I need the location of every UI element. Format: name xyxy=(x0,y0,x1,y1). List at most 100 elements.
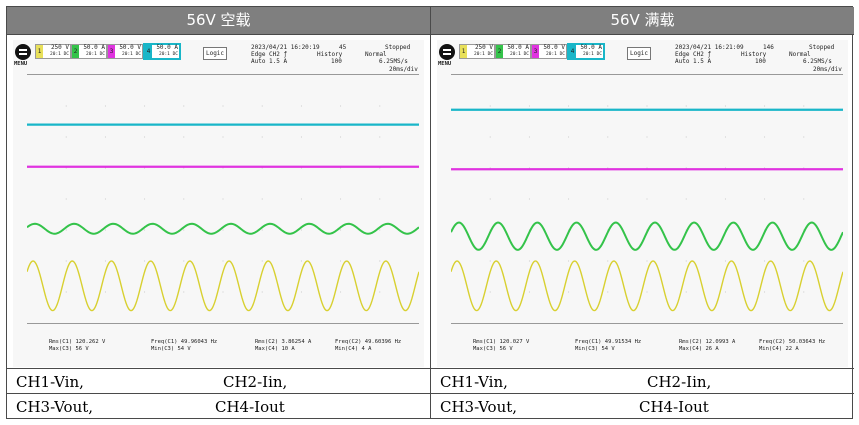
legend-row-2: CH3-Vout, CH4-Iout xyxy=(431,393,854,418)
oscilloscope-screenshot: MENU 1 250 V 20:1 DC 2 50.0 A 20:1 DC 3 … xyxy=(437,40,848,367)
channel-4-scale: 50.0 A xyxy=(580,44,602,51)
measurement-max-c3: Max(C3) 56 V xyxy=(49,346,89,352)
panel-full-load: 56V 满载 MENU 1 250 V 20:1 DC 2 50.0 A 20:… xyxy=(431,7,854,418)
channel-3-box[interactable]: 3 50.0 V 20:1 DC xyxy=(531,44,567,59)
waveform-canvas xyxy=(451,105,843,312)
measurement-min-c3: Min(C3) 54 V xyxy=(575,346,615,352)
channel-1-coupling: 20:1 DC xyxy=(474,52,493,57)
channel-4-box[interactable]: 4 50.0 A 20:1 DC xyxy=(143,43,181,60)
measurement-max-c3: Max(C3) 56 V xyxy=(473,346,513,352)
run-status: Stopped xyxy=(809,44,835,51)
channel-1-box[interactable]: 1 250 V 20:1 DC xyxy=(459,44,495,59)
waveform-display xyxy=(27,74,419,324)
sample-rate: 6.25MS/s xyxy=(379,58,408,65)
legend-ch1: CH1-Vin, xyxy=(16,373,84,391)
channel-3-coupling: 20:1 DC xyxy=(122,52,141,57)
panel-title: 56V 满载 xyxy=(431,7,854,35)
history-label[interactable]: History xyxy=(317,51,343,58)
legend-ch2: CH2-Iin, xyxy=(223,373,288,391)
measurement-rms-c1: Rms(C1) 120.262 V xyxy=(49,339,106,345)
acquisition-mode: Normal xyxy=(365,51,387,58)
legend-row-1: CH1-Vin, CH2-Iin, xyxy=(7,368,430,393)
sample-rate: 6.25MS/s xyxy=(803,58,832,65)
legend-row-1: CH1-Vin, CH2-Iin, xyxy=(431,368,854,393)
legend-ch3: CH3-Vout, xyxy=(440,398,518,416)
trigger-level: Auto 1.5 A xyxy=(251,58,288,65)
time-per-division: 20ms/div xyxy=(389,66,418,73)
measurement-rms-c1: Rms(C1) 120.027 V xyxy=(473,339,530,345)
channel-1-number: 1 xyxy=(460,45,467,58)
channel-1-number: 1 xyxy=(36,45,43,58)
acquisition-mode: Normal xyxy=(789,51,811,58)
trigger-level: Auto 1.5 A xyxy=(675,58,712,65)
measurement-freq-c1: Freq(C1) 49.96043 Hz xyxy=(151,339,218,345)
logic-button[interactable]: Logic xyxy=(627,47,651,60)
legend-ch4: CH4-Iout xyxy=(639,398,709,416)
panel-title: 56V 空载 xyxy=(7,7,430,35)
time-per-division: 20ms/div xyxy=(813,66,842,73)
legend-ch2: CH2-Iin, xyxy=(647,373,712,391)
measurement-max-c4: Max(C4) 26 A xyxy=(679,346,719,352)
channel-3-number: 3 xyxy=(108,45,115,58)
run-status: Stopped xyxy=(385,44,411,51)
channel-1-box[interactable]: 1 250 V 20:1 DC xyxy=(35,44,71,59)
menu-label: MENU xyxy=(438,61,452,67)
channel-4-number: 4 xyxy=(145,45,152,58)
channel-2-box[interactable]: 2 50.0 A 20:1 DC xyxy=(71,44,107,59)
channel-3-number: 3 xyxy=(532,45,539,58)
legend-row-2: CH3-Vout, CH4-Iout xyxy=(7,393,430,418)
channel-2-box[interactable]: 2 50.0 A 20:1 DC xyxy=(495,44,531,59)
legend-ch4: CH4-Iout xyxy=(215,398,285,416)
menu-label: MENU xyxy=(14,61,28,67)
panel-no-load: 56V 空载 MENU 1 250 V 20:1 DC 2 50.0 A 20:… xyxy=(7,7,431,418)
channel-2-number: 2 xyxy=(72,45,79,58)
logic-button[interactable]: Logic xyxy=(203,47,227,60)
trigger-setting: Edge CH2 ƒ xyxy=(675,51,712,58)
history-value: 100 xyxy=(755,58,766,65)
measurement-max-c4: Max(C4) 10 A xyxy=(255,346,295,352)
channel-3-box[interactable]: 3 50.0 V 20:1 DC xyxy=(107,44,143,59)
channel-4-coupling: 20:1 DC xyxy=(583,52,602,57)
measurement-freq-c2: Freq(C2) 50.03643 Hz xyxy=(759,339,826,345)
channel-1-scale: 250 V xyxy=(50,44,69,51)
channel-3-scale: 50.0 V xyxy=(543,44,565,51)
channel-2-coupling: 20:1 DC xyxy=(510,52,529,57)
measurement-min-c4: Min(C4) 4 A xyxy=(335,346,372,352)
channel-1-scale: 250 V xyxy=(474,44,493,51)
trace-ch2 xyxy=(27,222,419,235)
legend-ch1: CH1-Vin, xyxy=(440,373,508,391)
channel-1-coupling: 20:1 DC xyxy=(50,52,69,57)
channel-4-box[interactable]: 4 50.0 A 20:1 DC xyxy=(567,43,605,60)
acquisition-count: 45 xyxy=(339,44,347,51)
trace-ch1 xyxy=(27,260,419,312)
measurement-freq-c2: Freq(C2) 49.60396 Hz xyxy=(335,339,402,345)
channel-3-scale: 50.0 V xyxy=(119,44,141,51)
menu-icon[interactable] xyxy=(439,44,455,60)
channel-4-coupling: 20:1 DC xyxy=(159,52,178,57)
oscilloscope-screenshot: MENU 1 250 V 20:1 DC 2 50.0 A 20:1 DC 3 … xyxy=(13,40,424,367)
timestamp: 2023/04/21 16:21:09 xyxy=(675,44,744,51)
menu-icon[interactable] xyxy=(15,44,31,60)
comparison-table: 56V 空载 MENU 1 250 V 20:1 DC 2 50.0 A 20:… xyxy=(6,6,854,419)
measurement-rms-c2: Rms(C2) 3.86254 A xyxy=(255,339,312,345)
channel-2-coupling: 20:1 DC xyxy=(86,52,105,57)
trigger-setting: Edge CH2 ƒ xyxy=(251,51,288,58)
channel-2-scale: 50.0 A xyxy=(507,44,529,51)
channel-4-scale: 50.0 A xyxy=(156,44,178,51)
channel-4-number: 4 xyxy=(569,45,576,58)
measurement-min-c4: Min(C4) 22 A xyxy=(759,346,799,352)
waveform-canvas xyxy=(27,105,419,312)
channel-2-scale: 50.0 A xyxy=(83,44,105,51)
trace-ch1 xyxy=(451,260,843,312)
channel-3-coupling: 20:1 DC xyxy=(546,52,565,57)
channel-2-number: 2 xyxy=(496,45,503,58)
legend-ch3: CH3-Vout, xyxy=(16,398,94,416)
acquisition-count: 146 xyxy=(763,44,774,51)
measurement-rms-c2: Rms(C2) 12.0993 A xyxy=(679,339,736,345)
waveform-display xyxy=(451,74,843,324)
trace-ch2 xyxy=(451,221,843,251)
measurement-freq-c1: Freq(C1) 49.91534 Hz xyxy=(575,339,642,345)
history-label[interactable]: History xyxy=(741,51,767,58)
measurement-min-c3: Min(C3) 54 V xyxy=(151,346,191,352)
history-value: 100 xyxy=(331,58,342,65)
